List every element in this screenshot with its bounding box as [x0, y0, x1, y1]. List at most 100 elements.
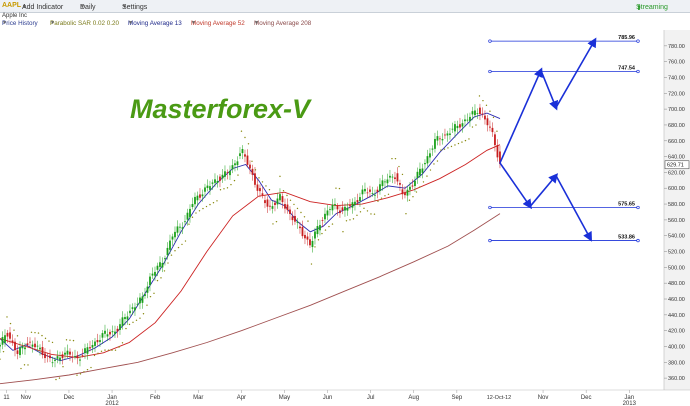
ticker-symbol[interactable]: AAPL	[2, 2, 22, 9]
sar-dot	[387, 193, 390, 196]
candle-body	[199, 194, 201, 198]
candle-body	[484, 115, 486, 120]
y-tick-label: 680.00	[668, 123, 685, 129]
candle-body	[416, 171, 419, 179]
sar-dot	[170, 254, 173, 256]
sar-dot	[16, 335, 19, 337]
sar-dot	[328, 225, 330, 228]
candle-body	[379, 184, 381, 191]
sar-dot	[419, 186, 421, 188]
target-start-marker	[488, 205, 492, 210]
candle-body	[356, 200, 359, 203]
candle-body	[286, 204, 289, 211]
y-axis-panel	[664, 30, 690, 390]
y-tick-label: 440.00	[668, 313, 685, 319]
x-tick-label: 11	[3, 395, 10, 401]
sar-dot	[125, 327, 127, 330]
sar-dot	[258, 177, 260, 179]
candle-body	[91, 344, 94, 348]
candle-body	[24, 347, 26, 350]
candle-body	[264, 200, 266, 204]
y-tick-label: 760.00	[668, 60, 685, 66]
sar-dot	[44, 337, 47, 340]
sar-dot	[41, 334, 43, 337]
candle-body	[239, 153, 241, 157]
sar-dot	[310, 263, 313, 265]
candle-body	[111, 331, 114, 333]
candle-body	[211, 182, 214, 184]
sar-dot	[177, 246, 180, 249]
sar-dot	[6, 316, 8, 318]
target-end-marker	[636, 69, 640, 74]
candle-body	[174, 231, 176, 238]
candle-body	[16, 350, 19, 354]
sar-dot	[202, 207, 204, 210]
chevron-down-icon: ▼	[122, 4, 127, 10]
sar-dot	[223, 188, 225, 190]
sar-dot	[118, 346, 120, 348]
candle-body	[184, 221, 186, 223]
sar-dot	[405, 213, 407, 215]
sar-dot	[370, 213, 372, 215]
candle-body	[384, 181, 386, 183]
current-date-label: 12-Oct-12	[487, 395, 511, 401]
y-tick-label: 420.00	[668, 329, 685, 335]
target-label: 533.86	[618, 235, 635, 241]
candle-body	[141, 296, 144, 303]
candle-body	[491, 127, 494, 133]
sar-dot	[380, 197, 383, 199]
streaming-label: Streaming	[636, 4, 668, 11]
candle-body	[301, 226, 304, 237]
sar-dot	[471, 126, 474, 128]
sar-dot	[9, 322, 12, 325]
sar-dot	[307, 220, 309, 222]
sar-dot	[135, 319, 138, 321]
candle-body	[431, 148, 434, 150]
candle-body	[219, 176, 221, 181]
y-tick-label: 600.00	[668, 186, 685, 192]
sar-dot	[394, 157, 397, 160]
sar-dot	[349, 219, 351, 221]
series-ma208	[0, 213, 501, 385]
candle-body	[326, 210, 329, 216]
x-tick-label: Aug	[408, 395, 419, 401]
candle-body	[461, 123, 464, 127]
candle-body	[436, 136, 439, 141]
candle-body	[246, 155, 249, 165]
candle-body	[299, 226, 301, 229]
sar-dot	[107, 349, 110, 351]
sar-dot	[412, 196, 414, 198]
candle-body	[79, 359, 81, 361]
candle-body	[494, 134, 496, 146]
candle-body	[381, 180, 384, 187]
target-start-marker	[488, 69, 492, 74]
sar-dot	[27, 364, 29, 366]
candle-body	[146, 286, 149, 293]
sar-dot	[450, 145, 453, 148]
x-tick-label: Apr	[237, 395, 246, 401]
sar-dot	[48, 340, 50, 342]
sar-dot	[366, 210, 369, 212]
candle-body	[86, 347, 89, 354]
sar-dot	[167, 262, 169, 264]
candle-body	[411, 185, 414, 187]
target-label: 785.96	[618, 35, 635, 41]
sar-dot	[128, 323, 131, 326]
candle-body	[404, 192, 406, 196]
candle-body	[56, 356, 59, 359]
sar-dot	[478, 95, 481, 97]
sar-dot	[429, 169, 432, 171]
sar-dot	[265, 185, 267, 187]
chevron-down-icon: ▼	[128, 20, 133, 26]
sar-dot	[247, 143, 250, 145]
x-tick-label: Jun	[323, 395, 333, 401]
candle-body	[191, 203, 194, 208]
candle-body	[421, 168, 424, 173]
candle-body	[59, 357, 61, 361]
candle-body	[104, 330, 106, 334]
candle-body	[226, 172, 229, 174]
sar-dot	[205, 205, 208, 208]
x-tick-label: Jan	[624, 395, 634, 401]
candle-body	[489, 126, 491, 128]
